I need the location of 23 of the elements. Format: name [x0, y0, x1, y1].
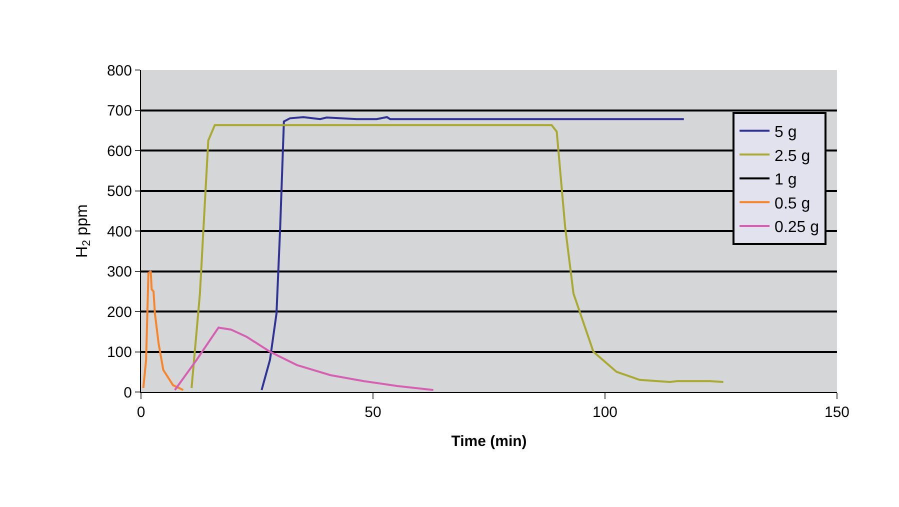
- legend-label: 2.5 g: [774, 148, 810, 165]
- x-tick-label: 100: [592, 404, 618, 421]
- legend-label: 0.25 g: [774, 219, 820, 236]
- y-tick-label: 300: [106, 264, 132, 280]
- y-tick-label: 500: [106, 183, 132, 200]
- x-tick-label: 150: [824, 404, 850, 421]
- legend-label: 0.5 g: [774, 195, 810, 212]
- line-series: [142, 270, 184, 391]
- x-axis-title: Time (min): [451, 433, 527, 450]
- y-tick-label: 100: [106, 344, 132, 361]
- x-tick-label: 0: [136, 404, 146, 421]
- line-series: [190, 124, 724, 389]
- y-tick-label: 700: [106, 102, 132, 120]
- legend-label: 5 g: [774, 124, 797, 141]
- x-tick-label: 50: [364, 404, 382, 421]
- y-tick-label: 800: [106, 62, 132, 80]
- line-series: [174, 326, 434, 391]
- y-tick-label: 200: [106, 304, 132, 321]
- legend-label: 1 g: [774, 172, 797, 189]
- line-series: [260, 116, 685, 391]
- y-tick-label: 600: [106, 142, 132, 160]
- y-tick-label: 0: [124, 384, 132, 402]
- y-tick-label: 400: [106, 223, 132, 240]
